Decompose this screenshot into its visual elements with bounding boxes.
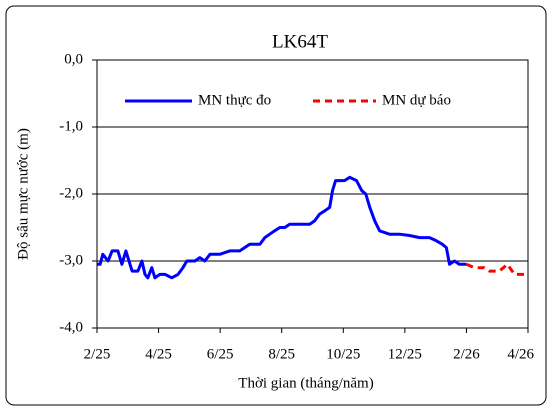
data-line [97, 175, 467, 280]
x-tick-label: 12/25 [388, 346, 422, 362]
y-tick-label: 0,0 [64, 51, 83, 67]
y-tick-label: -4,0 [59, 319, 83, 335]
x-tick-label: 8/25 [268, 346, 295, 362]
x-tick-label: 2/26 [453, 346, 480, 362]
legend-label: MN thực đo [198, 92, 271, 108]
legend-label: MN dự báo [382, 92, 451, 108]
x-tick-label: 2/25 [84, 346, 111, 362]
y-tick-label: -2,0 [59, 185, 83, 201]
y-tick-label: -3,0 [59, 252, 83, 268]
chart-frame [5, 5, 547, 406]
data-line [465, 262, 528, 276]
y-tick-label: -1,0 [59, 118, 83, 134]
plot-area [96, 59, 529, 329]
y-axis-label: Độ sâu mực nước (m) [15, 128, 31, 260]
x-tick-label: 6/25 [207, 346, 234, 362]
x-tick-label: 4/25 [145, 346, 172, 362]
x-tick-label: 10/25 [326, 346, 360, 362]
x-tick-label: 4/26 [507, 346, 534, 362]
chart-title: LK64T [272, 31, 328, 52]
x-axis-label: Thời gian (tháng/năm) [238, 375, 373, 391]
legend: MN thực đo MN dự báo [125, 92, 451, 108]
